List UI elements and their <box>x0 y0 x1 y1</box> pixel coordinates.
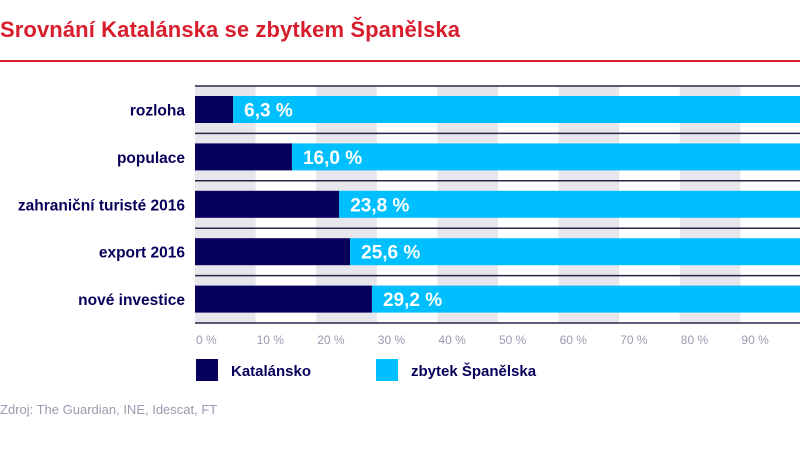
chart-title: Srovnání Katalánska se zbytkem Španělska <box>0 17 461 42</box>
x-tick-label: 50 % <box>499 333 527 347</box>
data-label: 23,8 % <box>350 195 409 216</box>
x-tick-label: 90 % <box>741 333 769 347</box>
data-label: 25,6 % <box>361 243 420 264</box>
category-label: zahraniční turisté 2016 <box>18 197 186 214</box>
x-tick-label: 0 % <box>196 333 217 347</box>
category-label: export 2016 <box>99 245 186 262</box>
source-note: Zdroj: The Guardian, INE, Idescat, FT <box>0 402 218 417</box>
bar-katalansko <box>195 238 351 266</box>
bar-katalansko <box>195 285 372 313</box>
x-tick-label: 10 % <box>257 333 285 347</box>
category-label: nové investice <box>78 292 185 309</box>
bar-zbytek-spanelska <box>291 143 800 171</box>
bar-katalansko <box>195 143 292 171</box>
category-label: rozloha <box>130 103 185 120</box>
title-divider <box>0 60 800 62</box>
data-label: 16,0 % <box>303 148 362 169</box>
legend-swatch <box>376 359 398 381</box>
bar-katalansko <box>195 96 234 123</box>
legend-swatch <box>196 359 218 381</box>
legend-label: zbytek Španělska <box>411 362 537 380</box>
x-tick-label: 80 % <box>681 333 709 347</box>
x-tick-label: 20 % <box>317 333 345 347</box>
bar-zbytek-spanelska <box>350 238 800 266</box>
x-tick-label: 60 % <box>560 333 588 347</box>
x-tick-label: 30 % <box>378 333 406 347</box>
data-label: 29,2 % <box>383 290 442 311</box>
legend-label: Katalánsko <box>231 363 311 380</box>
x-tick-label: 40 % <box>438 333 466 347</box>
bar-katalansko <box>195 190 340 218</box>
bar-zbytek-spanelska <box>233 96 800 123</box>
bar-zbytek-spanelska <box>339 190 800 218</box>
data-label: 6,3 % <box>244 101 293 122</box>
bar-zbytek-spanelska <box>371 285 800 313</box>
category-label: populace <box>117 150 185 167</box>
x-tick-label: 70 % <box>620 333 648 347</box>
